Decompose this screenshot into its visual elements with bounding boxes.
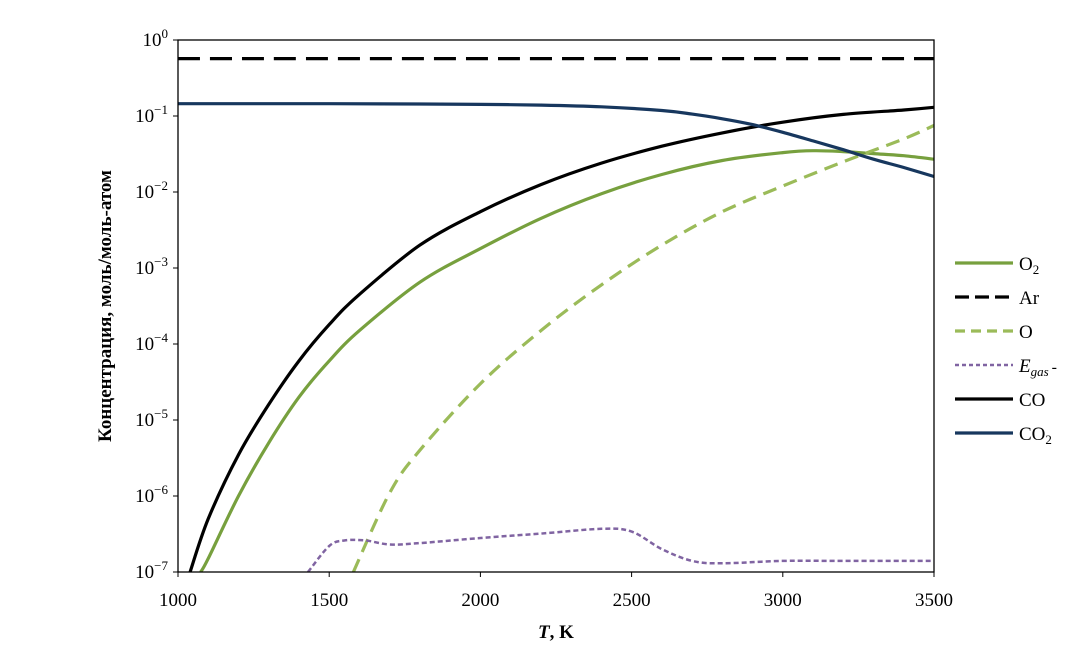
y-tick-exponent: −6 [154,482,168,497]
legend-label-o2: O2 [1019,254,1039,277]
y-tick-label: 10−2 [135,178,168,203]
legend-label-main: CO [1019,424,1045,445]
y-tick-label: 10−5 [135,406,168,431]
x-tick-label: 3500 [915,590,953,611]
legend-label-suffix: - [1052,359,1057,376]
series-line-o [351,124,934,572]
plot-frame [177,39,935,573]
y-tick-exponent: −5 [154,406,168,421]
legend-label-main: CO [1019,390,1045,411]
y-tick-exponent: −4 [154,330,168,345]
y-axis-title: Концентрация, моль/моль-атом [95,170,116,442]
y-tick-exponent: −1 [154,102,168,117]
legend-label-main: Ar [1019,288,1040,309]
x-tick-label: 1000 [159,590,197,611]
series-line-co2 [178,102,934,179]
y-tick-exponent: 0 [162,26,169,41]
axes-layer [173,39,935,577]
series-line-o2 [199,149,934,572]
legend-label-main: E [1018,356,1031,377]
y-tick-label: 100 [143,26,169,51]
x-tick-label: 3000 [764,590,802,611]
x-tick-labels: 1000 1500 2000 2500 3000 3500 [159,590,953,611]
legend-label-o: O [1019,322,1033,343]
legend-label-egas-: Egas - [1018,356,1057,379]
series-layer [178,56,934,572]
y-tick-label: 10−3 [135,254,168,279]
y-tick-base: 10 [135,562,154,583]
y-tick-base: 10 [135,258,154,279]
x-tick-label: 2000 [461,590,499,611]
x-axis-title-var: T [538,622,551,643]
series-line-egas- [307,527,934,572]
y-tick-label: 10−4 [135,330,168,355]
legend-label-sub: gas [1031,364,1049,379]
legend-label-co2: CO2 [1019,424,1052,447]
y-tick-exponent: −7 [154,558,168,573]
y-tick-exponent: −3 [154,254,168,269]
y-tick-exponent: −2 [154,178,168,193]
legend-label-main: O [1019,254,1033,275]
legend-label-main: O [1019,322,1033,343]
y-tick-label: 10−1 [135,102,168,127]
y-tick-base: 10 [135,334,154,355]
x-axis-title-unit: , K [550,622,575,643]
x-tick-label: 1500 [310,590,348,611]
series-line-co [188,105,934,572]
y-tick-base: 10 [135,486,154,507]
x-axis-title: T, K [538,622,574,643]
y-tick-base: 10 [135,182,154,203]
y-tick-base: 10 [143,30,162,51]
x-tick-label: 2500 [613,590,651,611]
y-tick-label: 10−6 [135,482,168,507]
y-tick-base: 10 [135,106,154,127]
y-tick-base: 10 [135,410,154,431]
legend-label-ar: Ar [1019,288,1040,309]
legend-label-sub: 2 [1045,432,1052,447]
legend-label-sub: 2 [1033,262,1040,277]
legend-label-co: CO [1019,390,1045,411]
y-tick-label: 10−7 [135,558,168,583]
